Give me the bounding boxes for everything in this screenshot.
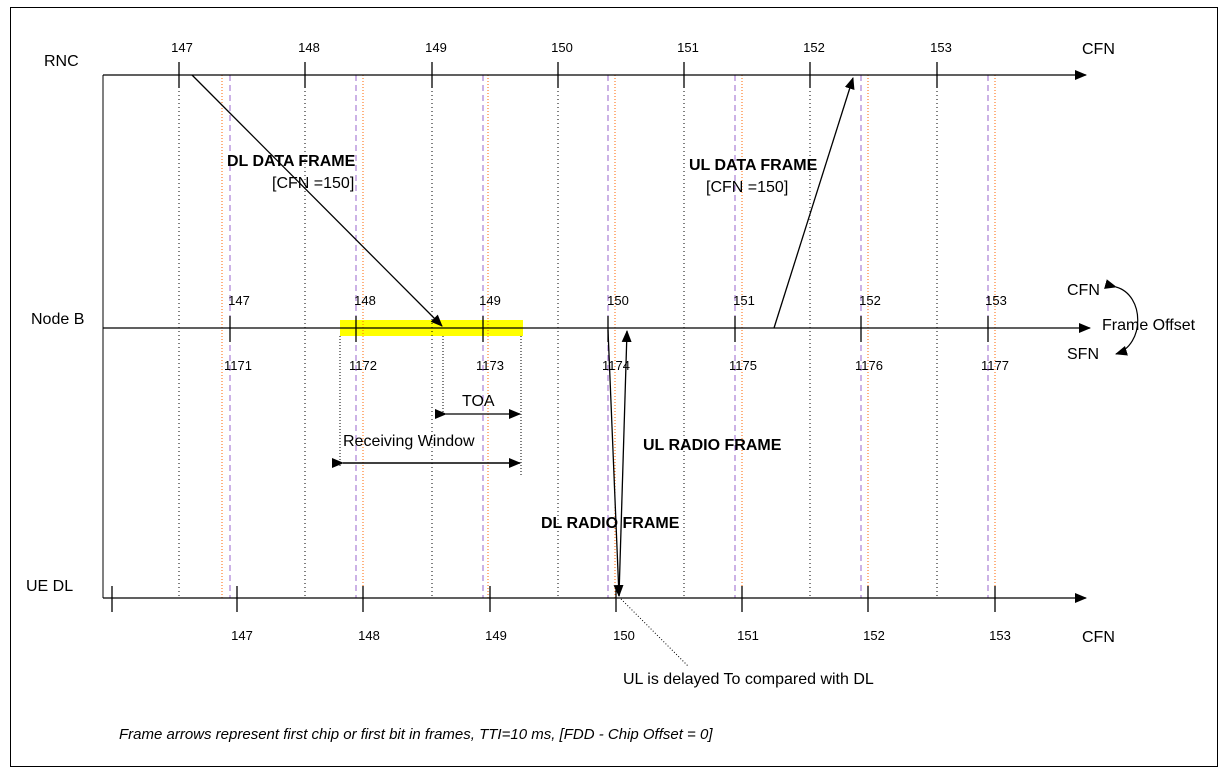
rnc-ticks <box>178 62 938 88</box>
receiving-window-label: Receiving Window <box>343 433 475 450</box>
sfn-nodeb-label: SFN <box>1067 346 1099 363</box>
rnc-cfn-label: 153 <box>930 40 952 55</box>
cfn-nodeb-label: CFN <box>1067 282 1100 299</box>
nodeb-sfn-label: 1176 <box>855 358 883 373</box>
ul-delayed-pointer <box>620 598 689 667</box>
rnc-cfn-label: 148 <box>298 40 320 55</box>
ue-cfn-label: 148 <box>358 628 380 643</box>
ul-data-frame-arrow <box>773 77 855 329</box>
rnc-cfn-label: 147 <box>171 40 193 55</box>
ue-cfn-label: 147 <box>231 628 253 643</box>
dl-radio-frame-arrow <box>607 329 624 597</box>
nodeb-sfn-label: 1175 <box>729 358 757 373</box>
nodeb-cfn-label: 152 <box>859 293 881 308</box>
ul-radio-frame-arrow <box>618 330 632 597</box>
ul-delayed-label: UL is delayed To compared with DL <box>623 671 874 688</box>
frame-offset-label: Frame Offset <box>1102 317 1196 334</box>
toa-label: TOA <box>462 393 495 410</box>
ul-data-frame-cfn: [CFN =150] <box>706 179 789 196</box>
nodeb-sfn-label: 1173 <box>476 358 504 373</box>
nodeb-cfn-label: 153 <box>985 293 1007 308</box>
dl-data-frame-label: DL DATA FRAME <box>227 153 356 170</box>
nodeb-sfn-label: 1171 <box>224 358 252 373</box>
ue-cfn-label: 151 <box>737 628 759 643</box>
rnc-cfn-label: 150 <box>551 40 573 55</box>
nodeb-cfn-label: 149 <box>479 293 501 308</box>
footnote: Frame arrows represent first chip or fir… <box>119 726 713 743</box>
frame-offset-curve <box>1104 279 1139 356</box>
nodeb-cfn-label: 147 <box>228 293 250 308</box>
cfn-bottom-label: CFN <box>1082 629 1115 646</box>
dl-radio-frame-label: DL RADIO FRAME <box>541 515 680 532</box>
receiving-window-bounds <box>339 336 522 475</box>
nodeb-sfn-label: 1172 <box>349 358 377 373</box>
dl-data-frame-cfn: [CFN =150] <box>272 175 355 192</box>
ue-cfn-label: 153 <box>989 628 1011 643</box>
rnc-cfn-label: 152 <box>803 40 825 55</box>
ul-radio-frame-label: UL RADIO FRAME <box>643 437 782 454</box>
rnc-cfn-label: 151 <box>677 40 699 55</box>
nodeb-cfn-label: 151 <box>733 293 755 308</box>
orange-dotted-lines <box>221 75 996 598</box>
rnc-cfn-label: 149 <box>425 40 447 55</box>
lane-label-nodeb: Node B <box>31 311 85 328</box>
ue-cfn-label: 152 <box>863 628 885 643</box>
ue-ticks <box>111 586 996 612</box>
nodeb-cfn-label: 148 <box>354 293 376 308</box>
diagram-border <box>10 7 1218 767</box>
ue-cfn-label: 149 <box>485 628 507 643</box>
ul-data-frame-label: UL DATA FRAME <box>689 157 818 174</box>
cfn-top-label: CFN <box>1082 41 1115 58</box>
nodeb-sfn-label: 1177 <box>981 358 1009 373</box>
nodeb-sfn-label: 1174 <box>602 358 630 373</box>
dl-data-frame-arrow <box>191 74 443 327</box>
ue-cfn-label: 150 <box>613 628 635 643</box>
nodeb-cfn-label: 150 <box>607 293 629 308</box>
lane-label-uedl: UE DL <box>26 578 74 595</box>
lane-label-rnc: RNC <box>44 53 79 70</box>
